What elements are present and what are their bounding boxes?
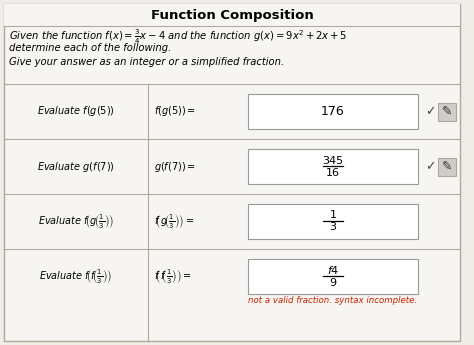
Text: 3: 3 bbox=[329, 223, 337, 233]
Text: 1: 1 bbox=[329, 210, 337, 220]
FancyBboxPatch shape bbox=[4, 4, 460, 26]
FancyBboxPatch shape bbox=[438, 102, 456, 120]
Text: Evaluate $g(f(7))$: Evaluate $g(f(7))$ bbox=[37, 159, 115, 174]
FancyBboxPatch shape bbox=[248, 95, 418, 129]
Text: 176: 176 bbox=[321, 105, 345, 118]
FancyBboxPatch shape bbox=[438, 158, 456, 176]
Text: Evaluate $f(g(5))$: Evaluate $f(g(5))$ bbox=[37, 105, 115, 118]
FancyBboxPatch shape bbox=[248, 149, 418, 184]
Text: $f\!\left(g\!\left(\frac{1}{3}\right)\right) =$: $f\!\left(g\!\left(\frac{1}{3}\right)\ri… bbox=[154, 213, 194, 230]
Text: Given the function $f(x) = \frac{3}{4}x - 4$ and the function $g(x) = 9x^2 + 2x : Given the function $f(x) = \frac{3}{4}x … bbox=[9, 28, 347, 46]
Text: $f(g(5)) =$: $f(g(5)) =$ bbox=[154, 105, 196, 118]
Text: Evaluate $f\!\left(f\!\left(\frac{1}{3}\right)\right)$: Evaluate $f\!\left(f\!\left(\frac{1}{3}\… bbox=[39, 267, 113, 286]
Text: $f\!\left(f\!\left(\frac{1}{3}\right)\right) =$: $f\!\left(f\!\left(\frac{1}{3}\right)\ri… bbox=[154, 267, 191, 286]
Text: $g(f(7)) =$: $g(f(7)) =$ bbox=[154, 159, 196, 174]
Text: 345: 345 bbox=[322, 156, 344, 166]
Text: Function Composition: Function Composition bbox=[151, 9, 313, 21]
Text: not a valid fraction. syntax incomplete.: not a valid fraction. syntax incomplete. bbox=[248, 296, 418, 305]
FancyBboxPatch shape bbox=[248, 205, 418, 238]
Text: 9: 9 bbox=[329, 277, 337, 287]
Text: ✓: ✓ bbox=[425, 105, 435, 118]
Text: $f$4: $f$4 bbox=[327, 265, 339, 276]
Text: 16: 16 bbox=[326, 168, 340, 177]
FancyBboxPatch shape bbox=[4, 4, 460, 341]
Text: ✎: ✎ bbox=[442, 160, 452, 173]
Text: ✎: ✎ bbox=[442, 105, 452, 118]
Text: determine each of the following.: determine each of the following. bbox=[9, 43, 171, 53]
Text: ✓: ✓ bbox=[425, 160, 435, 173]
Text: Give your answer as an integer or a simplified fraction.: Give your answer as an integer or a simp… bbox=[9, 57, 284, 67]
Text: Evaluate $f\!\left(g\!\left(\frac{1}{3}\right)\right)$: Evaluate $f\!\left(g\!\left(\frac{1}{3}\… bbox=[38, 213, 114, 230]
FancyBboxPatch shape bbox=[248, 259, 418, 294]
